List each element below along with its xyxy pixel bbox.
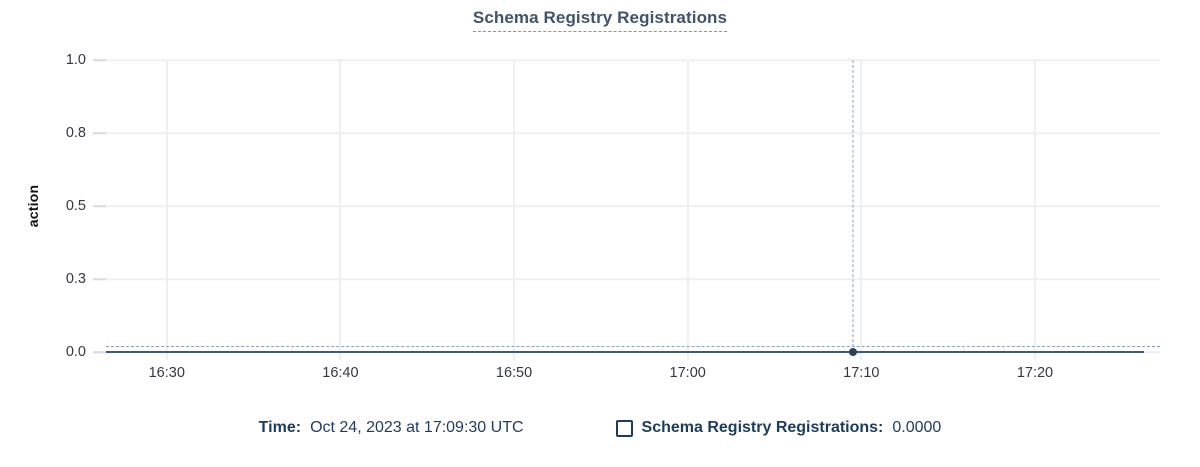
series-value: 0.0000 [892, 419, 942, 436]
series-label: Schema Registry Registrations: [641, 419, 884, 436]
x-tick-label: 16:40 [322, 365, 359, 381]
series-checkbox[interactable] [615, 419, 633, 437]
y-tick-label: 0.8 [65, 125, 86, 141]
x-gridline [339, 60, 342, 360]
y-tick-mark [93, 59, 106, 61]
tooltip-time: Time: Oct 24, 2023 at 17:09:30 UTC [259, 419, 524, 437]
y-gridline [106, 205, 1160, 207]
chart-header: Schema Registry Registrations [0, 8, 1200, 32]
x-tick-label: 17:20 [1016, 365, 1054, 381]
y-tick-mark [93, 205, 106, 207]
series-line [106, 351, 1145, 353]
plot-area[interactable]: 1.0 0.8 0.5 0.3 0.0 16:30 16:40 16:50 17:00 17:10… [66, 52, 1160, 381]
x-tick-label: 17:00 [669, 365, 706, 381]
x-tick-label: 16:50 [495, 365, 533, 381]
y-tick-mark [93, 351, 106, 353]
y-tick-label: 1.0 [65, 52, 86, 68]
x-gridline [1033, 60, 1036, 360]
y-tick-label: 0.0 [65, 344, 86, 360]
y-gridline [106, 132, 1160, 134]
y-tick-mark [93, 132, 106, 134]
tooltip-time-label: Time: [258, 419, 302, 436]
hovered-data-point [848, 348, 857, 356]
x-gridline [165, 60, 168, 360]
y-tick-mark [93, 278, 106, 280]
x-gridline [513, 60, 516, 360]
crosshair-horizontal-line [106, 346, 1160, 348]
crosshair-vertical-line [852, 60, 854, 352]
y-gridline [106, 59, 1160, 61]
y-gridline [106, 278, 1160, 280]
legend-series-item[interactable]: Schema Registry Registrations: 0.0000 [615, 419, 942, 437]
x-gridline [860, 60, 863, 360]
x-gridline [686, 60, 689, 360]
y-tick-label: 0.3 [65, 271, 86, 287]
y-tick-label: 0.5 [65, 198, 86, 214]
tooltip-legend-row: Time: Oct 24, 2023 at 17:09:30 UTC Schem… [0, 419, 1200, 437]
x-tick-label: 17:10 [843, 365, 880, 381]
chart-title[interactable]: Schema Registry Registrations [472, 8, 728, 32]
x-tick-label: 16:30 [148, 365, 185, 381]
tooltip-time-value: Oct 24, 2023 at 17:09:30 UTC [310, 419, 524, 436]
